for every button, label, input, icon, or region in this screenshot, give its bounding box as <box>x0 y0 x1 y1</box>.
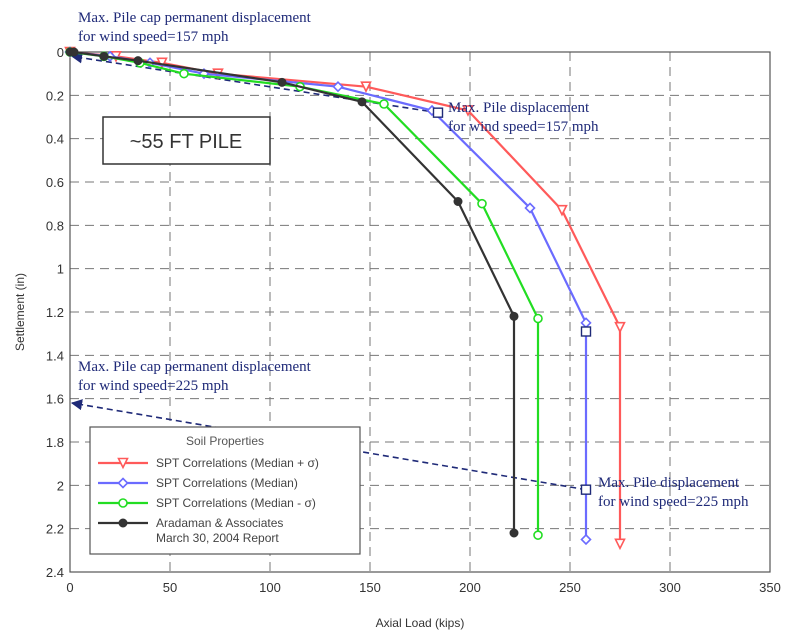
data-point <box>614 538 626 551</box>
x-tick-label: 100 <box>259 580 281 595</box>
annotation-pile-157: Max. Pile displacement for wind speed=15… <box>448 100 599 135</box>
data-point <box>477 198 487 209</box>
legend-box <box>89 426 361 555</box>
legend-title: Soil Properties <box>186 434 264 448</box>
data-point <box>332 81 344 93</box>
data-point <box>580 533 592 546</box>
y-tick-label: 0.2 <box>46 88 64 103</box>
y-tick-label: 1 <box>57 262 64 277</box>
pile-length-box: ~55 FT PILE <box>102 116 271 165</box>
legend-entry: SPT Correlations (Median + σ) <box>98 456 319 470</box>
data-point <box>99 51 109 61</box>
data-point <box>133 56 143 66</box>
grid <box>70 52 770 572</box>
x-tick-label: 200 <box>459 580 481 595</box>
x-tick-label: 150 <box>359 580 381 595</box>
y-tick-label: 1.6 <box>46 392 64 407</box>
data-point <box>277 77 287 87</box>
tick-labels: 0 50 100 150 200 250 300 350 0 0.2 0.4 0.6 0.8 1 1.2 1.… <box>46 45 781 595</box>
annotation-cap-157-line2: for wind speed=157 mph <box>78 29 229 45</box>
legend: Soil Properties SPT Correlations (Median… <box>89 426 361 555</box>
x-tick-label: 250 <box>559 580 581 595</box>
data-point <box>357 97 367 107</box>
annotation-cap-225-line1: Max. Pile cap permanent displacement <box>78 359 312 375</box>
series-3 <box>65 47 519 538</box>
legend-label: SPT Correlations (Median + σ) <box>156 456 319 470</box>
displacement-square <box>580 484 592 495</box>
legend-label: SPT Correlations (Median) <box>156 476 298 490</box>
data-point <box>69 47 79 57</box>
x-axis-title: Axial Load (kips) <box>376 616 465 630</box>
legend-label: March 30, 2004 Report <box>156 531 279 545</box>
x-tick-label: 50 <box>163 580 177 595</box>
y-tick-label: 1.8 <box>46 435 64 450</box>
data-point <box>453 197 463 206</box>
y-tick-label: 2.2 <box>46 522 64 537</box>
pile-length-label: ~55 FT PILE <box>130 131 242 153</box>
legend-label: SPT Correlations (Median - σ) <box>156 496 316 510</box>
annotation-cap-157-line1: Max. Pile cap permanent displacement <box>78 10 312 26</box>
y-tick-label: 0 <box>57 45 64 60</box>
y-tick-label: 0.8 <box>46 218 64 233</box>
annotation-pile-225-line2: for wind speed=225 mph <box>598 494 749 510</box>
plot-frame <box>69 51 771 573</box>
displacement-markers <box>432 107 592 495</box>
data-point <box>179 68 189 79</box>
data-point <box>379 99 389 109</box>
annotation-pile-157-line1: Max. Pile displacement <box>448 100 590 116</box>
data-point <box>462 105 474 117</box>
displacement-square <box>432 107 444 118</box>
y-tick-label: 2.4 <box>46 565 64 580</box>
annotation-cap-225-line2: for wind speed=225 mph <box>78 378 229 394</box>
y-tick-label: 0.6 <box>46 175 64 190</box>
data-point <box>117 477 129 489</box>
x-tick-label: 350 <box>759 580 781 595</box>
annotation-cap-225: Max. Pile cap permanent displacement for… <box>78 359 312 394</box>
data-point <box>117 457 129 470</box>
data-point <box>614 321 626 334</box>
data-point <box>509 528 519 538</box>
annotation-pile-157-line2: for wind speed=157 mph <box>448 119 599 135</box>
annotation-pile-225-line1: Max. Pile displacement <box>598 475 740 491</box>
y-tick-label: 0.4 <box>46 132 64 147</box>
data-point <box>556 204 568 217</box>
series-group <box>64 46 626 551</box>
y-tick-label: 2 <box>57 478 64 493</box>
data-point <box>533 313 543 324</box>
legend-label: Aradaman & Associates <box>156 516 283 530</box>
data-point <box>118 498 128 508</box>
y-tick-label: 1.2 <box>46 305 64 320</box>
x-tick-label: 0 <box>66 580 73 595</box>
legend-entry: SPT Correlations (Median) <box>98 476 298 490</box>
x-tick-label: 300 <box>659 580 681 595</box>
data-point <box>509 311 519 321</box>
data-point <box>360 81 372 93</box>
y-axis-title: Settlement (in) <box>13 273 27 351</box>
data-point <box>524 202 536 214</box>
data-point <box>533 530 543 540</box>
data-point <box>118 518 128 528</box>
annotation-cap-157: Max. Pile cap permanent displacement for… <box>78 10 312 45</box>
legend-entry: SPT Correlations (Median - σ) <box>98 496 316 510</box>
y-tick-label: 1.4 <box>46 348 64 363</box>
displacement-square <box>580 326 592 337</box>
annotation-pile-225: Max. Pile displacement for wind speed=22… <box>598 475 749 510</box>
